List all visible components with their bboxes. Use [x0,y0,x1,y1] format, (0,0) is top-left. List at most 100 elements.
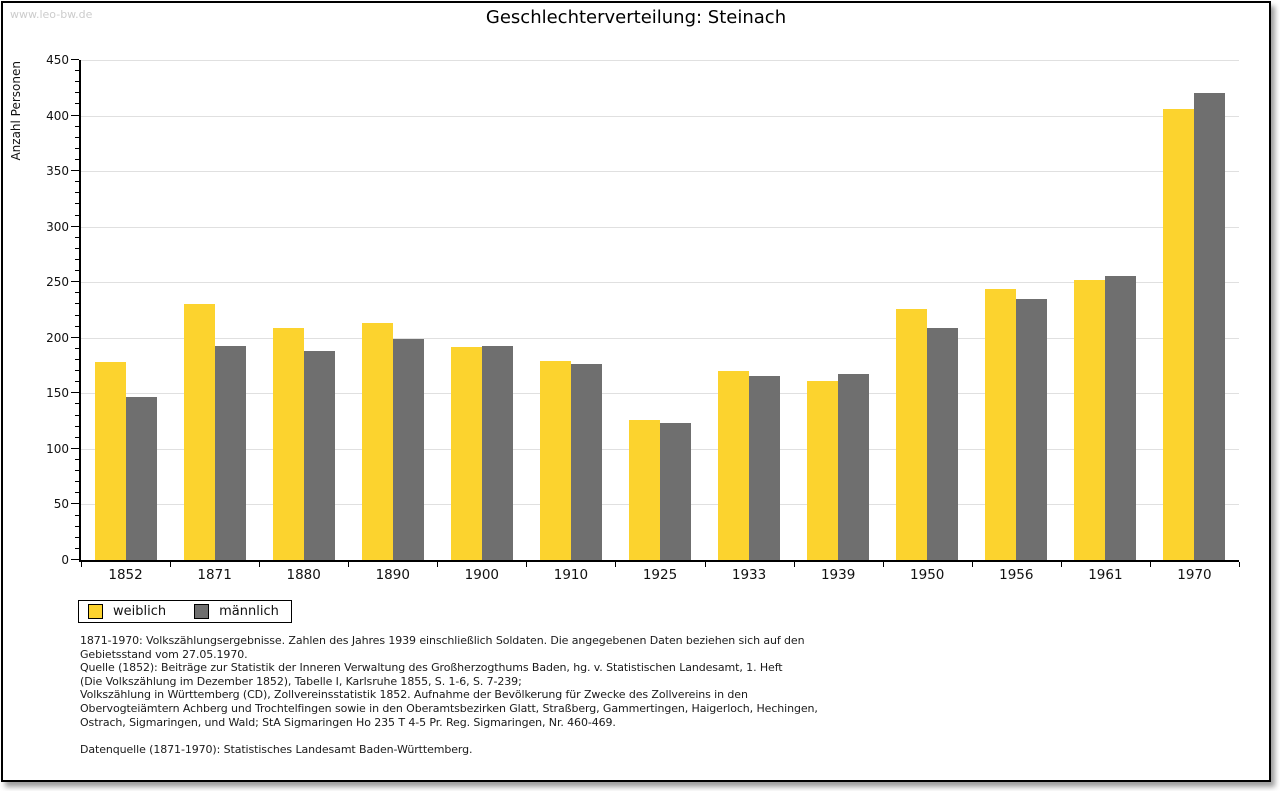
bar-männlich-1871 [214,345,246,560]
x-tick-label: 1890 [375,567,410,583]
bar-weiblich-1910 [539,361,571,560]
y-tick [71,447,79,449]
x-axis-tick [437,562,439,567]
y-tick [75,514,79,516]
x-axis-tick [170,562,172,567]
y-tick [75,214,79,216]
y-tick [75,525,79,527]
x-tick-label: 1970 [1177,567,1212,583]
y-tick-label: 400 [46,108,69,123]
note-line: Ostrach, Sigmaringen, und Wald; StA Sigm… [80,715,616,729]
bar-weiblich-1933 [718,371,750,560]
site-watermark: www.leo-bw.de [10,8,93,21]
bar-weiblich-1939 [807,381,839,560]
weiblich-swatch-icon [88,604,103,619]
y-tick [71,281,79,283]
maennlich-swatch-icon [194,604,210,619]
note-line: (Die Volkszählung im Dezember 1852), Tab… [80,674,522,688]
y-tick [75,436,79,438]
bar-männlich-1961 [1105,275,1137,560]
y-tick [75,192,79,194]
y-tick [75,325,79,327]
y-tick [75,547,79,549]
bar-weiblich-1852 [94,362,126,560]
bar-männlich-1956 [1016,298,1048,560]
y-tick-label: 250 [46,275,69,290]
x-tick-label: 1939 [820,567,856,583]
y-tick-label: 450 [46,53,69,67]
y-tick [71,559,79,560]
bar-männlich-1933 [749,375,781,560]
x-axis-tick [704,562,706,567]
y-tick [75,147,79,149]
x-axis-tick [1239,562,1240,567]
bar-weiblich-1970 [1163,108,1195,560]
y-tick [71,59,79,60]
y-tick-label: 0 [61,553,69,567]
bar-weiblich-1880 [272,327,304,560]
bar-weiblich-1925 [629,420,660,560]
bar-männlich-1910 [570,364,602,560]
y-tick [75,270,79,272]
y-tick [75,470,79,472]
y-tick [75,370,79,372]
x-tick-label: 1880 [286,567,321,583]
plot-area: 0 50 100 150 200 250 300 350 400 450 1852 1871 1880 1… [46,53,1240,583]
y-tick [71,336,79,338]
y-tick [75,347,79,349]
note-line: Volkszählung in Württemberg (CD), Zollve… [80,688,748,702]
x-axis-tick [348,562,350,567]
y-tick [75,136,79,138]
x-tick-label: 1961 [1088,567,1123,583]
y-tick [75,247,79,249]
x-tick-label: 1900 [464,567,500,583]
y-tick [71,225,79,227]
bar-weiblich-1890 [361,323,393,560]
x-tick-label: 1871 [197,567,232,583]
datasource-line: Datenquelle (1871-1970): Statistisches L… [80,743,473,757]
y-tick [75,181,79,183]
y-tick [75,359,79,360]
legend-label-maennlich: männlich [219,604,279,619]
y-tick [75,103,79,105]
x-tick-label: 1956 [999,567,1034,583]
x-axis-tick [971,562,973,567]
y-tick-label: 100 [46,441,69,456]
grid-line [81,282,1239,284]
y-tick [75,125,79,127]
y-tick [71,114,79,116]
y-tick [71,503,79,505]
chart-title: Geschlechterverteilung: Steinach [485,7,787,28]
bar-männlich-1852 [125,396,157,560]
legend-item-weiblich: weiblich [88,604,166,619]
x-axis-tick [526,562,528,567]
bar-männlich-1890 [392,338,424,560]
bar-weiblich-1956 [985,288,1017,560]
x-axis-tick [1149,562,1151,567]
y-tick [75,92,79,94]
bar-männlich-1925 [660,423,691,560]
note-line: Obervogteiämtern Achberg und Trochtelfin… [80,701,818,715]
bar-männlich-1880 [303,351,335,560]
grid-line [81,115,1239,117]
y-tick [75,381,79,383]
x-tick-label: 1852 [108,567,143,583]
x-tick-label: 1933 [731,567,767,583]
x-axis-tick [615,562,617,567]
x-tick-label: 1925 [642,567,678,583]
grid-line [81,393,1239,395]
y-tick [75,303,79,305]
bar-weiblich-1950 [896,308,928,560]
y-tick [75,536,79,538]
note-line: Quelle (1852): Beiträge zur Statistik de… [80,661,783,675]
bar-männlich-1900 [481,345,513,560]
x-axis-tick [81,562,82,567]
y-tick [75,459,79,460]
y-tick-label: 300 [46,219,69,234]
legend-item-maennlich: männlich [194,604,279,619]
y-tick [75,314,79,316]
x-axis-tick [1060,562,1062,567]
y-tick-label: 50 [53,497,69,512]
bar-männlich-1970 [1194,93,1226,560]
note-line: 1871-1970: Volkszählungsergebnisse. Zahl… [80,634,805,647]
